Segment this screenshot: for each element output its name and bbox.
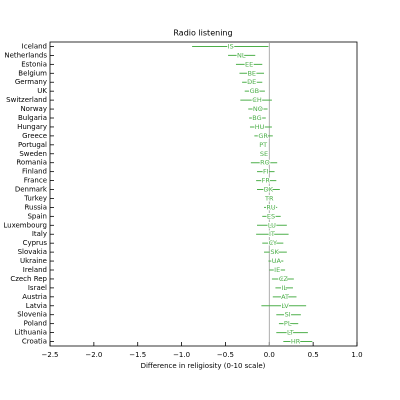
y-tick-label: Lithuania — [15, 329, 47, 337]
point-code: FI — [263, 168, 269, 176]
y-tick-label: Israel — [28, 284, 47, 292]
x-tick-label: 0.0 — [264, 351, 275, 359]
y-tick-label: Finland — [22, 168, 47, 176]
y-tick-label: Spain — [27, 212, 47, 220]
point-code: PT — [259, 141, 267, 149]
point-code: LT — [287, 329, 294, 337]
y-tick-label: Croatia — [22, 338, 47, 346]
point-code: FR — [262, 177, 271, 185]
point-code: BG — [252, 114, 261, 122]
y-tick-label: Latvia — [26, 302, 47, 310]
point-code: CY — [269, 239, 277, 247]
point-code: AT — [281, 293, 289, 301]
x-axis-label: Difference in religiosity (0-10 scale) — [141, 362, 266, 370]
point-code: TR — [264, 194, 274, 202]
x-tick-label: −2.5 — [42, 351, 59, 359]
y-tick-label: Italy — [32, 230, 47, 238]
point-code: SK — [270, 248, 279, 256]
y-tick-label: Turkey — [23, 194, 47, 202]
y-tick-label: Russia — [24, 203, 47, 211]
y-tick-label: Ireland — [23, 266, 47, 274]
y-tick-label: Bulgaria — [18, 114, 47, 122]
y-tick-label: Hungary — [17, 123, 47, 131]
y-tick-label: Slovenia — [17, 311, 47, 319]
point-code: IT — [269, 230, 275, 238]
point-code: HR — [291, 338, 301, 346]
y-tick-label: Iceland — [22, 42, 47, 50]
y-tick-label: Switzerland — [6, 96, 47, 104]
y-tick-label: UK — [37, 87, 47, 95]
y-tick-label: Austria — [22, 293, 47, 301]
y-tick-label: Netherlands — [4, 51, 47, 59]
point-code: LU — [268, 221, 276, 229]
point-code: IE — [274, 266, 280, 274]
point-code: CH — [252, 96, 262, 104]
point-code: GB — [250, 87, 260, 95]
x-tick-label: −2.0 — [85, 351, 102, 359]
y-tick-label: Denmark — [15, 186, 48, 194]
point-code: EE — [245, 60, 253, 68]
point-code: HU — [255, 123, 265, 131]
point-code: IL — [281, 284, 287, 292]
point-code: PL — [284, 320, 292, 328]
point-code: RO — [260, 159, 270, 167]
y-tick-label: Sweden — [19, 150, 47, 158]
point-code: UA — [272, 257, 282, 265]
point-code: NL — [237, 51, 246, 59]
point-code: RU — [266, 203, 276, 211]
x-tick-label: 1.0 — [351, 351, 362, 359]
y-tick-label: France — [24, 177, 47, 185]
x-tick-label: −0.5 — [217, 351, 234, 359]
x-tick-label: 0.5 — [308, 351, 319, 359]
point-code: SE — [260, 150, 268, 158]
x-tick-label: −1.5 — [129, 351, 146, 359]
y-tick-label: Germany — [15, 78, 47, 86]
point-code: LV — [281, 302, 289, 310]
point-code: CZ — [279, 275, 289, 283]
point-code: SI — [285, 311, 291, 319]
point-code: BE — [247, 69, 256, 77]
y-tick-label: Greece — [22, 132, 47, 140]
y-tick-label: Belgium — [18, 69, 47, 77]
point-code: DK — [264, 186, 274, 194]
point-code: IS — [228, 42, 234, 50]
point-code: DE — [247, 78, 256, 86]
x-tick-label: −1.0 — [173, 351, 190, 359]
plot-frame — [49, 41, 358, 347]
y-tick-label: Romania — [16, 159, 47, 167]
y-tick-label: Estonia — [21, 60, 47, 68]
y-tick-label: Luxembourg — [3, 221, 47, 229]
y-tick-label: Cyprus — [23, 239, 48, 247]
y-tick-label: Poland — [24, 320, 47, 328]
y-tick-label: Czech Rep — [10, 275, 47, 283]
point-code: GR — [258, 132, 268, 140]
y-tick-label: Portugal — [18, 141, 47, 149]
y-tick-label: Slovakia — [18, 248, 47, 256]
y-tick-label: Norway — [20, 105, 47, 113]
point-code: NO — [253, 105, 263, 113]
y-tick-label: Ukraine — [20, 257, 47, 265]
point-code: ES — [267, 212, 275, 220]
chart-title: Radio listening — [173, 29, 232, 38]
